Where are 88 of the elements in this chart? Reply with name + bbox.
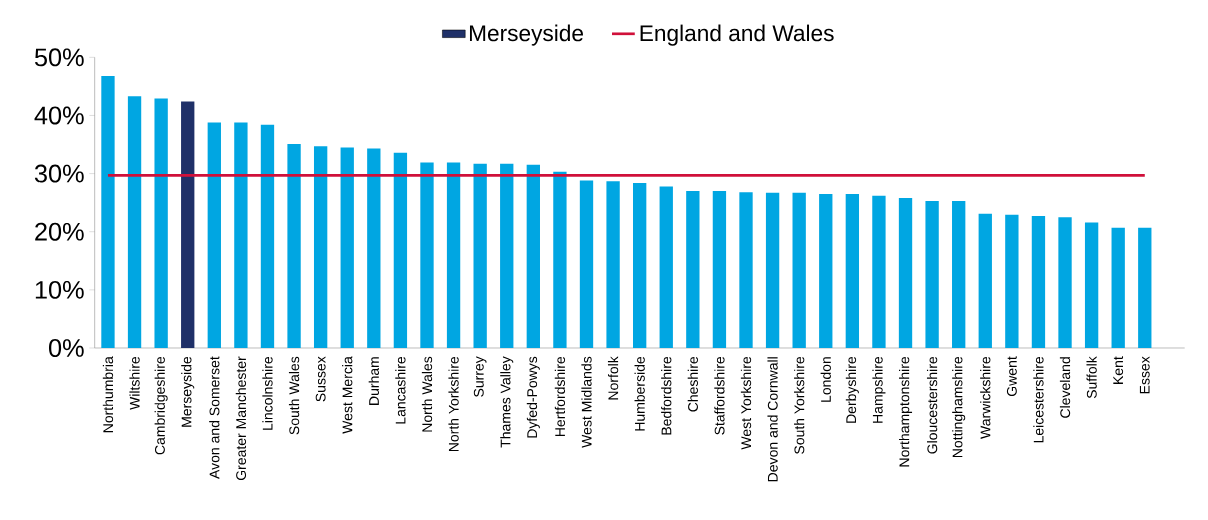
legend-label: England and Wales — [640, 24, 834, 46]
x-tick-label: Cambridgeshire — [154, 356, 168, 455]
bar — [659, 186, 673, 348]
x-tick-label: Thames Valley — [500, 356, 514, 448]
x-tick-label: Durham — [368, 357, 379, 405]
x-tick-label: Lincolnshire — [262, 356, 273, 430]
bar — [898, 198, 913, 348]
bar — [127, 96, 142, 348]
x-tick-label: Merseyside — [181, 356, 195, 427]
x-tick-label: Bedfordshire — [661, 356, 672, 435]
bar — [792, 192, 806, 348]
bar — [207, 122, 221, 348]
x-tick-label: South Wales — [288, 356, 300, 435]
y-tick-label: 0% — [49, 339, 84, 357]
x-tick-label: West Midlands — [581, 356, 592, 448]
bar — [526, 164, 540, 348]
bar — [101, 75, 115, 348]
bar — [1084, 222, 1099, 348]
bar — [1111, 227, 1125, 348]
x-tick-label: Hertfordshire — [554, 356, 566, 437]
bar — [473, 163, 487, 348]
x-tick-label: Warwickshire — [980, 356, 991, 439]
bar — [1138, 227, 1152, 348]
bar — [420, 162, 434, 348]
bar — [633, 182, 647, 348]
x-tick-label: North Wales — [421, 356, 433, 432]
bar — [845, 193, 860, 348]
bar — [260, 124, 275, 348]
x-tick-label: North Yorkshire — [448, 356, 459, 452]
x-tick-label: Leicestershire — [1033, 356, 1044, 443]
x-tick-label: Surrey — [473, 356, 487, 397]
x-tick-label: Cleveland — [1059, 357, 1071, 418]
bar — [287, 143, 301, 348]
x-tick-label: Staffordshire — [714, 356, 725, 435]
bar — [712, 191, 727, 348]
x-tick-label: Nottinghamshire — [952, 356, 966, 458]
x-tick-label: Gwent — [1006, 356, 1017, 396]
bar — [925, 200, 939, 348]
x-tick-label: Lancashire — [395, 356, 406, 424]
x-tick-label: Devon and Cornwall — [767, 357, 778, 482]
x-tick-label: Suffolk — [1086, 356, 1097, 399]
bar — [579, 180, 594, 348]
x-tick-label: Norfolk — [607, 356, 619, 400]
bar — [952, 200, 966, 348]
x-tick-label: Essex — [1139, 356, 1150, 394]
y-tick-label: 50% — [34, 48, 84, 67]
y-tick-label: 20% — [35, 222, 84, 241]
bar — [1031, 216, 1046, 348]
bar — [872, 195, 886, 348]
y-tick-label: 40% — [34, 106, 84, 125]
bar — [553, 171, 567, 348]
x-tick-label: Cheshire — [687, 356, 698, 412]
y-tick-label: 10% — [35, 280, 84, 299]
x-tick-label: Hampshire — [872, 356, 886, 423]
bar — [313, 146, 328, 348]
x-tick-label: Kent — [1113, 356, 1124, 384]
legend-label: Merseyside — [469, 24, 583, 46]
x-tick-label: South Yorkshire — [794, 356, 805, 454]
x-tick-label: West Yorkshire — [740, 356, 752, 450]
x-tick-label: London — [820, 357, 831, 402]
x-tick-label: Northamptonshire — [899, 356, 913, 467]
bar — [234, 122, 248, 348]
bar — [606, 181, 620, 348]
x-tick-label: Northumbria — [102, 356, 114, 433]
bar — [978, 213, 992, 348]
x-tick-label: Greater Manchester — [235, 356, 247, 481]
bar — [393, 152, 408, 348]
bar — [1005, 214, 1019, 348]
bar — [739, 192, 753, 348]
bar — [765, 192, 780, 348]
bar — [154, 98, 168, 348]
x-tick-label: Derbyshire — [845, 356, 859, 423]
x-tick-label: Humberside — [634, 356, 645, 431]
bar — [819, 193, 833, 348]
bar — [686, 191, 700, 348]
bar — [446, 162, 461, 348]
x-tick-label: Dyfed-Powys — [526, 356, 540, 438]
bar — [181, 101, 195, 348]
bar — [367, 148, 381, 348]
y-tick-label: 30% — [34, 164, 84, 183]
bar — [340, 147, 354, 348]
x-tick-label: Avon and Somerset — [209, 356, 220, 479]
x-tick-label: West Mercia — [342, 356, 353, 434]
x-tick-label: Wiltshire — [129, 356, 140, 410]
x-tick-label: Sussex — [315, 356, 326, 402]
bar — [1058, 217, 1072, 348]
x-tick-label: Gloucestershire — [926, 356, 938, 454]
bar — [500, 163, 514, 348]
